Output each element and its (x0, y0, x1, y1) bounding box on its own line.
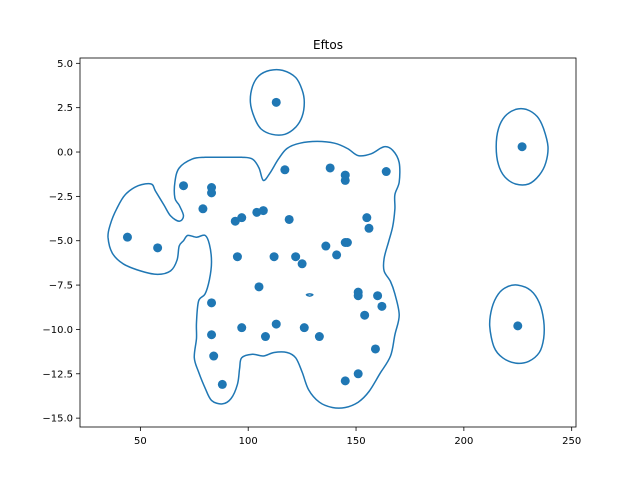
data-point-31 (207, 298, 217, 308)
data-point-2 (517, 142, 527, 152)
y-tick-label: −10.0 (42, 325, 73, 336)
data-point-39 (299, 323, 309, 333)
x-tick-label: 200 (454, 436, 473, 447)
data-point-21 (364, 223, 374, 233)
contour-2 (249, 68, 306, 136)
x-tick-label: 150 (346, 436, 365, 447)
data-point-20 (362, 213, 372, 223)
data-point-35 (377, 301, 387, 311)
data-point-6 (179, 181, 189, 191)
y-tick-label: −7.5 (49, 281, 73, 292)
data-point-24 (342, 238, 352, 247)
data-point-43 (370, 344, 380, 354)
data-point-33 (353, 291, 363, 301)
data-point-36 (360, 310, 370, 320)
data-point-19 (381, 167, 391, 177)
data-point-16 (325, 163, 335, 173)
data-point-13 (258, 206, 268, 216)
data-point-45 (353, 369, 363, 379)
data-point-38 (237, 323, 247, 333)
contour-1 (107, 140, 401, 409)
data-point-42 (207, 330, 217, 340)
data-point-15 (284, 214, 294, 224)
y-tick-label: 5.0 (57, 59, 73, 70)
data-point-22 (321, 241, 331, 251)
data-point-25 (332, 250, 342, 260)
y-tick-label: −5.0 (49, 236, 73, 247)
data-point-3 (513, 321, 523, 331)
data-point-37 (271, 319, 281, 329)
data-point-9 (198, 204, 208, 214)
data-point-28 (269, 252, 279, 262)
chart-title: Eftos (313, 38, 343, 52)
data-point-8 (207, 188, 217, 198)
data-point-11 (237, 213, 247, 223)
data-point-34 (373, 291, 383, 301)
x-tick-label: 250 (562, 436, 581, 447)
y-tick-label: 2.5 (57, 103, 73, 114)
data-points (122, 97, 527, 389)
y-tick-label: −15.0 (42, 414, 73, 425)
x-tick-label: 50 (134, 436, 147, 447)
density-contours (107, 68, 549, 409)
data-point-18 (340, 175, 350, 185)
contour-4 (488, 284, 545, 365)
data-point-1 (271, 97, 281, 107)
contour-5 (305, 293, 314, 297)
data-point-40 (260, 332, 270, 342)
y-axis-ticks: 5.0 2.5 0.0 −2.5 −5.0 −7.5 −10.0 −12.5 −15.0 (42, 59, 80, 425)
data-point-5 (153, 243, 163, 253)
data-point-14 (280, 165, 290, 175)
data-point-26 (291, 252, 301, 262)
data-point-4 (122, 232, 132, 242)
data-point-44 (209, 351, 219, 361)
y-tick-label: −12.5 (42, 369, 73, 380)
axes-frame (79, 57, 577, 428)
data-point-47 (217, 379, 227, 389)
data-point-29 (232, 252, 242, 262)
contour-3 (495, 107, 549, 186)
x-axis-ticks: 50 100 150 200 250 (134, 427, 581, 447)
data-point-46 (340, 376, 350, 386)
x-tick-label: 100 (239, 436, 258, 447)
y-tick-label: −2.5 (49, 192, 73, 203)
y-tick-label: 0.0 (57, 148, 73, 159)
data-point-27 (297, 259, 307, 269)
data-point-30 (254, 282, 264, 292)
data-point-41 (314, 332, 324, 342)
